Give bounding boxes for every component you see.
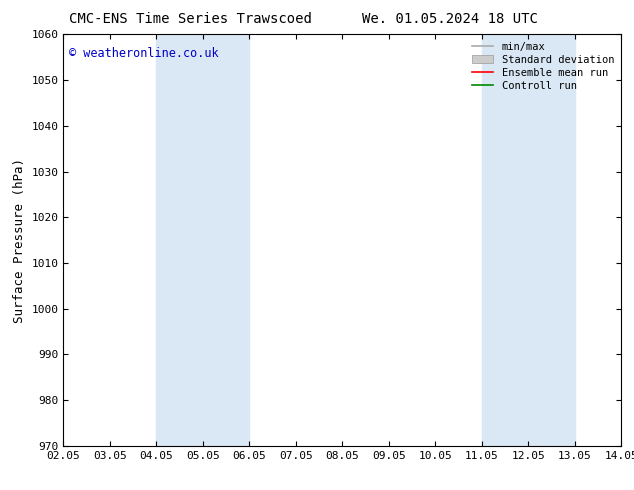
- Text: © weatheronline.co.uk: © weatheronline.co.uk: [69, 47, 219, 60]
- Text: CMC-ENS Time Series Trawscoed: CMC-ENS Time Series Trawscoed: [68, 12, 312, 26]
- Bar: [157, 34, 249, 446]
- Legend: min/max, Standard deviation, Ensemble mean run, Controll run: min/max, Standard deviation, Ensemble me…: [470, 40, 616, 93]
- Text: We. 01.05.2024 18 UTC: We. 01.05.2024 18 UTC: [362, 12, 538, 26]
- Y-axis label: Surface Pressure (hPa): Surface Pressure (hPa): [13, 158, 26, 322]
- Bar: [482, 34, 575, 446]
